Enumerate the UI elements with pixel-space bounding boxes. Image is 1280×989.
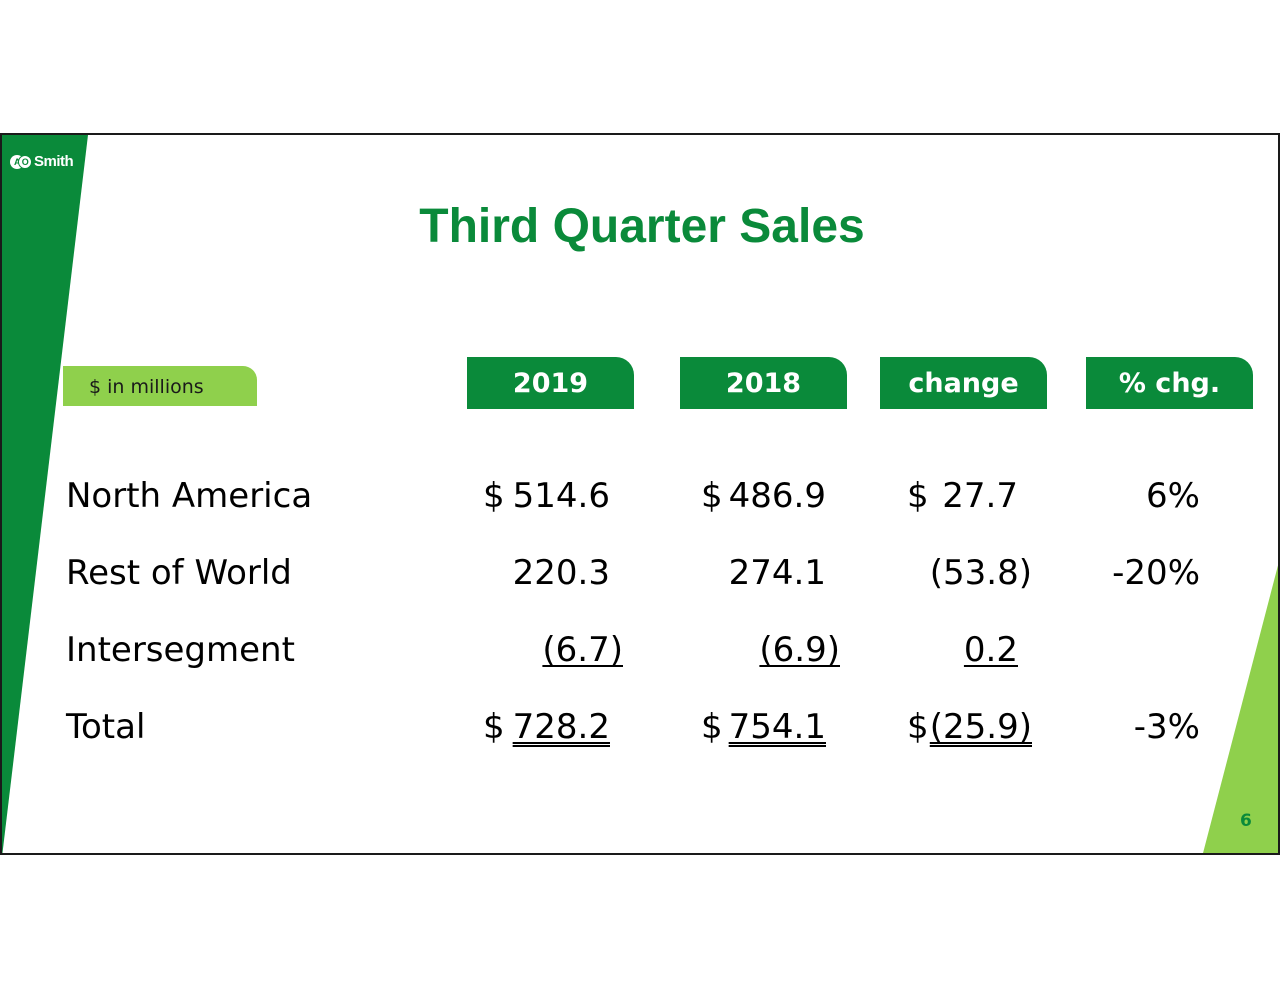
slide-decoration — [2, 135, 1278, 853]
column-header-change: change — [880, 357, 1047, 409]
row-label-north-america: North America — [66, 476, 313, 516]
slide: A O Smith Third Quarter Sales $ in milli… — [0, 133, 1280, 855]
value-2018: 754.1 — [728, 707, 826, 747]
column-header-2019: 2019 — [467, 357, 634, 409]
currency-symbol: $ — [483, 476, 505, 516]
value-pct-change: -3% — [1133, 707, 1200, 747]
right-green-band — [1203, 565, 1278, 853]
company-logo: A O Smith — [10, 153, 74, 170]
logo-mark-icon: A O — [10, 154, 32, 169]
value-pct-change: -20% — [1112, 553, 1200, 593]
value-2019: (6.7) — [542, 630, 623, 670]
value-pct-change: 6% — [1146, 476, 1200, 516]
column-header-2018: 2018 — [680, 357, 847, 409]
value-2019: 728.2 — [512, 707, 610, 747]
units-label: $ in millions — [63, 366, 257, 406]
row-label-total: Total — [66, 707, 146, 747]
value-2018: 486.9 — [728, 476, 826, 516]
value-2019: 220.3 — [512, 553, 610, 593]
value-change: (53.8) — [929, 553, 1032, 593]
value-change: 27.7 — [942, 476, 1018, 516]
row-label-rest-of-world: Rest of World — [66, 553, 292, 593]
left-green-band — [2, 135, 88, 853]
currency-symbol: $ — [701, 476, 723, 516]
page-number: 6 — [1240, 811, 1252, 831]
value-2018: (6.9) — [759, 630, 840, 670]
currency-symbol: $ — [907, 707, 929, 747]
currency-symbol: $ — [907, 476, 929, 516]
value-2019: 514.6 — [512, 476, 610, 516]
value-2018: 274.1 — [728, 553, 826, 593]
value-change: (25.9) — [929, 707, 1032, 747]
row-label-intersegment: Intersegment — [66, 630, 295, 670]
currency-symbol: $ — [701, 707, 723, 747]
slide-title: Third Quarter Sales — [419, 200, 865, 253]
value-change: 0.2 — [963, 630, 1018, 670]
column-header-pct-change: % chg. — [1086, 357, 1253, 409]
logo-wordmark: Smith — [34, 153, 74, 170]
currency-symbol: $ — [483, 707, 505, 747]
